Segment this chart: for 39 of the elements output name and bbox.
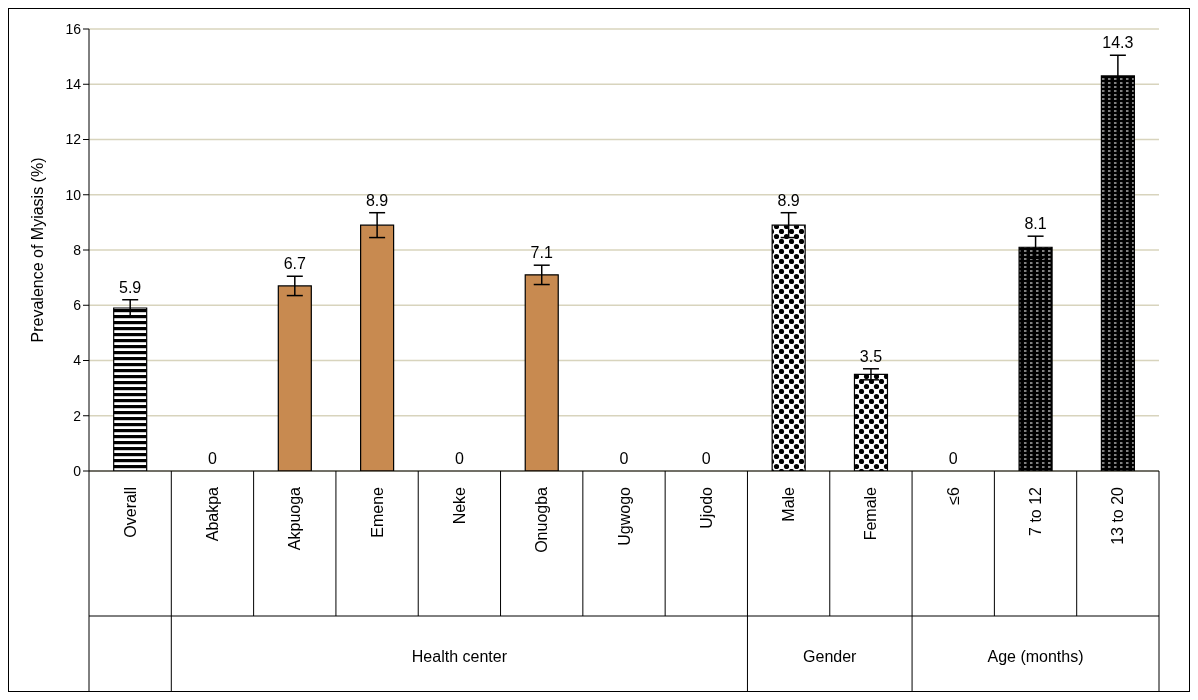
y-axis-title: Prevalence of Myiasis (%) [28,157,46,343]
data-label: 5.9 [119,278,142,296]
data-label: 14.3 [1102,34,1134,52]
data-label: 3.5 [859,347,883,365]
x-tick-label: Abakpa [203,486,221,542]
x-tick-label: Akpuoga [286,486,304,551]
data-label: 0 [948,450,958,467]
x-tick-label: ≤6 [944,486,962,505]
y-tick-label: 10 [65,186,82,203]
x-tick-label: Neke [450,486,468,525]
data-label: 8.9 [365,191,389,209]
y-tick-label: 0 [73,462,82,479]
x-tick-label: Female [862,486,880,541]
data-label: 0 [619,450,629,467]
data-label: 7.1 [530,244,553,262]
text: Health center [411,648,508,665]
y-tick-label: 8 [73,241,82,258]
x-tick-label: Emene [368,486,386,538]
data-label: 0 [208,450,218,467]
data-label: 6.7 [283,255,306,273]
data-label: 8.1 [1024,215,1047,233]
y-tick-label: 4 [73,352,82,369]
y-tick-label: 6 [73,297,82,314]
x-tick-label: Overall [121,487,139,538]
text: Gender [803,648,858,665]
data-label: 0 [701,450,711,467]
x-tick-label: Ujodo [697,486,715,529]
x-tick-label: 7 to 12 [1027,486,1045,536]
data-label: 0 [454,450,464,467]
text: Age (months) [987,648,1084,665]
y-tick-label: 12 [65,131,82,148]
y-tick-label: 16 [65,20,82,37]
x-tick-label: Male [780,486,798,522]
x-tick-label: Onuogba [533,486,551,553]
data-label: 8.9 [777,191,800,209]
x-tick-label: Ugwogo [615,486,633,546]
y-tick-label: 2 [73,407,82,424]
x-tick-label: 13 to 20 [1109,486,1127,545]
y-tick-label: 14 [65,76,82,93]
